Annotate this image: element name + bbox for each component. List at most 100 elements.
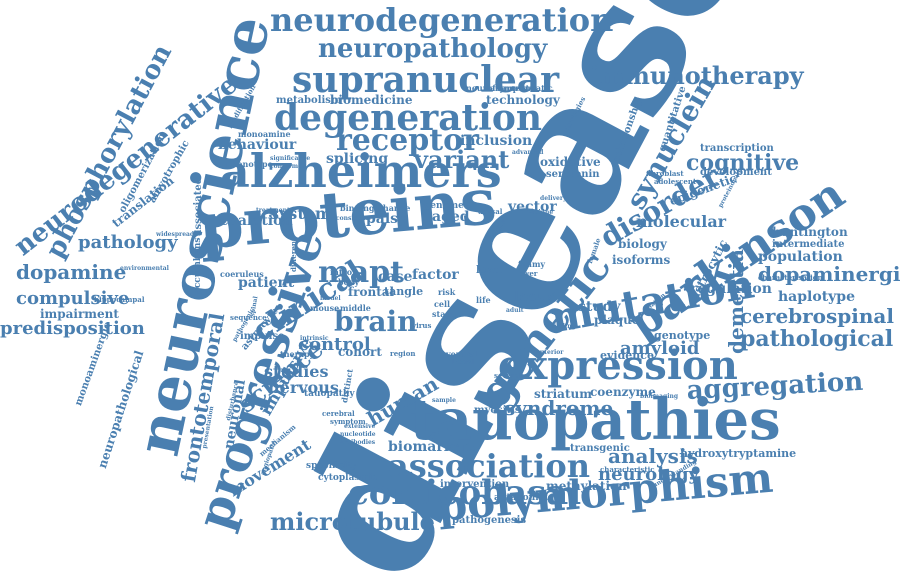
word-splicing: splicing <box>326 151 389 167</box>
word-specificity: specificity <box>306 461 357 471</box>
word-sequence: sequence <box>230 313 267 322</box>
word-neuropathology: neuropathology <box>318 34 548 64</box>
word-coenzyme: coenzyme <box>590 385 656 399</box>
word-brain: brain <box>334 305 418 338</box>
word-studies: studies <box>264 362 329 381</box>
word-system: system <box>270 204 332 223</box>
word-region: region <box>390 349 416 358</box>
word-monoamine: monoamine <box>238 129 291 139</box>
word-inclusion: inclusion <box>460 133 533 149</box>
word-intervention: intervention <box>440 479 510 490</box>
word-intermediate: intermediate <box>772 239 845 250</box>
word-neurology: neurology <box>598 464 700 485</box>
word-microtubule: microtubule <box>270 507 435 536</box>
word-finding: finding <box>552 323 576 330</box>
word-symptom: symptom <box>330 417 366 426</box>
word-cytoplasmic: cytoplasmic <box>318 473 378 483</box>
word-binding: binding <box>340 203 375 213</box>
word-adolescent: adolescent <box>654 177 697 186</box>
word-impairment: impairment <box>40 307 119 321</box>
word-virus: virus <box>412 321 432 330</box>
word-stage: stage <box>432 309 457 319</box>
word-nucleotide: nucleotide <box>340 431 376 438</box>
word-evidence: evidence <box>600 349 654 362</box>
word-treatment: treatment <box>256 207 290 214</box>
word-adult: adult <box>506 307 524 314</box>
word-asymptomatic: asymptomatic <box>490 83 553 93</box>
word-foamy: foamy <box>518 259 546 269</box>
word-sample: sample <box>432 397 456 404</box>
word-variant: variant <box>414 145 510 174</box>
word-several: several <box>494 371 522 380</box>
word-case: case <box>378 269 413 285</box>
word-pathological: pathological <box>740 326 894 352</box>
word-consistent: consistent <box>336 215 371 222</box>
word-lateral: lateral <box>452 359 475 366</box>
word-association: association <box>388 447 591 485</box>
word-associated: associated <box>193 177 204 236</box>
word-biomarkers: biomarkers <box>388 439 478 455</box>
word-ventral: ventral <box>446 349 478 359</box>
word-dopamine: dopamine <box>16 260 127 284</box>
word-technology: technology <box>486 93 560 107</box>
word-study: study <box>578 299 621 315</box>
word-receptor: receptor <box>336 123 479 158</box>
word-coalation: coalation <box>220 213 293 229</box>
word-fibroblast: fibroblast <box>646 169 684 178</box>
word-environmental: environmental <box>120 265 169 272</box>
word-neurodegeneration: neurodegeneration <box>270 1 614 39</box>
word-middle: middle <box>340 303 371 313</box>
word-hydroxytryptamine: hydroxytryptamine <box>680 447 797 460</box>
word-cognitive: cognitive <box>686 150 800 176</box>
word-tangle: tangle <box>384 285 424 298</box>
word-mouse: mouse <box>310 303 340 313</box>
word-biomedicine: biomedicine <box>330 93 413 107</box>
word-dopaminergic: dopaminergic <box>758 262 900 286</box>
word-methylation: methylation <box>546 479 627 493</box>
word-regulation: regulation <box>690 281 772 297</box>
word-coeruleus: coeruleus <box>220 269 264 279</box>
word-lower: lower <box>516 269 538 278</box>
word-patient: patient <box>238 275 295 291</box>
word-advanced: advanced <box>512 149 544 156</box>
word-change: change <box>378 203 411 213</box>
word-development: development <box>700 167 772 178</box>
word-different: different <box>289 237 298 272</box>
word-cohort: cohort <box>338 345 382 359</box>
word-vaccine: vaccine <box>528 209 554 216</box>
word-intrinsic: intrinsic <box>300 335 329 342</box>
word-body: body <box>338 277 360 287</box>
word-population: population <box>758 249 843 265</box>
word-tauopathy: tauopathy <box>304 389 355 399</box>
word-neurofilament: neurofilament <box>466 83 530 93</box>
word-analysis: analysis <box>608 444 698 468</box>
word-syndrome: syndrome <box>504 396 614 420</box>
word-risk: risk <box>438 287 456 297</box>
word-biology: biology <box>618 237 667 251</box>
word-molecular: molecular <box>636 212 727 231</box>
word-cerebral: cerebral <box>322 409 355 418</box>
word-corticobasal: corticobasal <box>348 473 582 513</box>
word-model: model <box>320 295 341 302</box>
word-anterior: anterior <box>536 349 564 356</box>
word-characterisation: characterisation <box>758 273 823 282</box>
word-tauopathies: tauopathies <box>410 387 781 453</box>
word-pathology: pathology <box>78 232 178 253</box>
word-therapy: therapy <box>280 349 315 359</box>
word-antagonist: antagonist <box>494 493 548 503</box>
word-frontal: frontal <box>348 285 395 299</box>
word-control: control <box>298 334 371 355</box>
word-dorsal: dorsal <box>478 207 503 216</box>
word-serotonin: serotonin <box>546 169 600 180</box>
word-delivery: delivery <box>540 195 567 202</box>
word-predisposition: predisposition <box>0 318 145 339</box>
word-locus: locus <box>514 289 556 305</box>
word-extensive: extensive <box>344 423 376 430</box>
word-widespread: widespread <box>156 231 195 238</box>
word-hippocampal: hippocampal <box>94 295 145 304</box>
word-transgenic: transgenic <box>570 443 630 454</box>
word-huntington: huntington <box>772 225 848 239</box>
word-amyloid: amyloid <box>620 338 700 359</box>
word-alzheimers: alzheimers <box>220 144 502 198</box>
